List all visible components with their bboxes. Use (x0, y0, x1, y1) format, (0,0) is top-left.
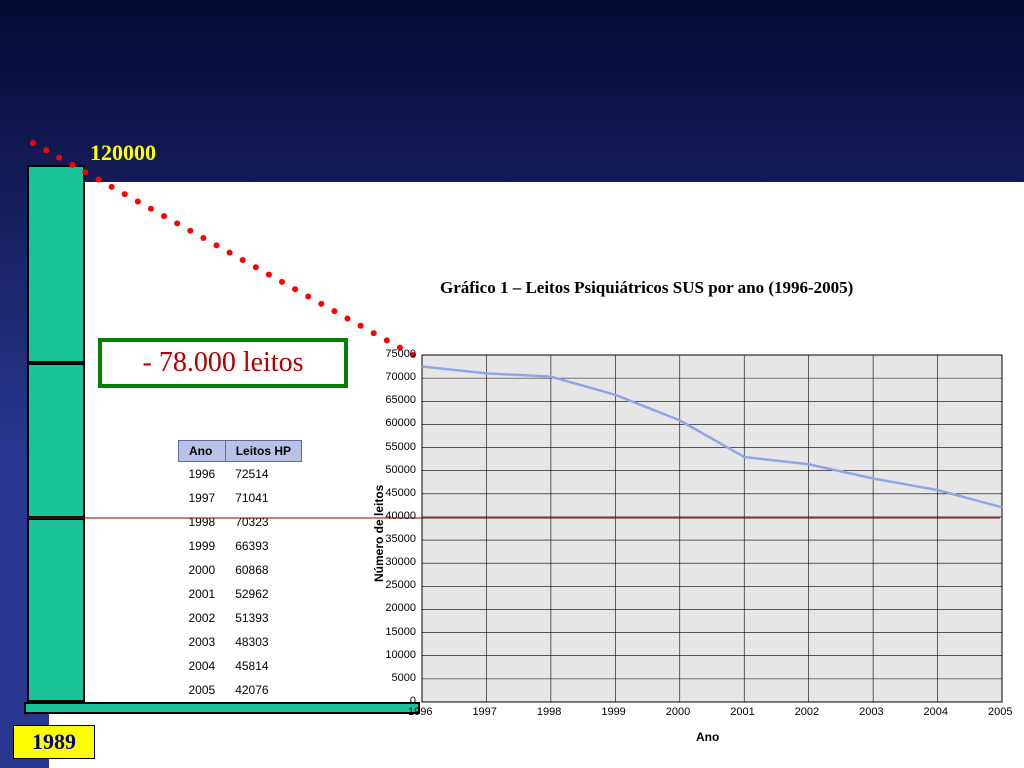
x-tick-label: 2004 (924, 706, 948, 718)
x-tick-label: 2000 (666, 706, 690, 718)
y-tick-label: 65000 (385, 394, 416, 406)
x-tick-label: 1999 (601, 706, 625, 718)
dotted-trend-line (0, 0, 1024, 768)
y-tick-label: 10000 (385, 649, 416, 661)
y-tick-label: 35000 (385, 533, 416, 545)
y-tick-label: 60000 (385, 417, 416, 429)
y-tick-label: 55000 (385, 441, 416, 453)
x-tick-label: 2003 (859, 706, 883, 718)
y-tick-label: 70000 (385, 371, 416, 383)
y-tick-label: 75000 (385, 348, 416, 360)
y-tick-label: 15000 (385, 626, 416, 638)
y-tick-label: 40000 (385, 510, 416, 522)
x-tick-label: 2005 (988, 706, 1012, 718)
year-text: 1989 (32, 729, 76, 755)
x-tick-label: 1997 (472, 706, 496, 718)
y-tick-label: 45000 (385, 487, 416, 499)
year-badge: 1989 (13, 725, 95, 759)
y-tick-label: 20000 (385, 602, 416, 614)
y-tick-label: 30000 (385, 556, 416, 568)
y-tick-label: 25000 (385, 579, 416, 591)
x-tick-label: 2001 (730, 706, 754, 718)
top-value-label: 120000 (90, 140, 156, 166)
x-tick-label: 1996 (408, 706, 432, 718)
y-tick-label: 5000 (392, 672, 416, 684)
x-tick-label: 1998 (537, 706, 561, 718)
x-tick-label: 2002 (795, 706, 819, 718)
y-tick-label: 50000 (385, 464, 416, 476)
